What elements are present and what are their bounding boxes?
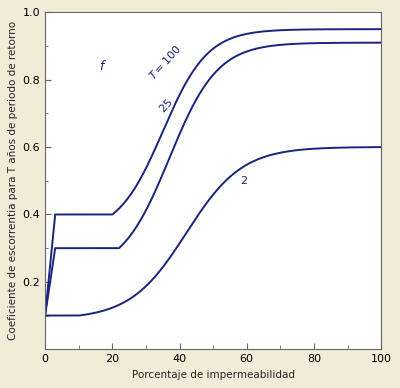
Text: $25$: $25$ — [156, 96, 175, 115]
Text: $2$: $2$ — [240, 174, 248, 186]
X-axis label: Porcentaje de impermeabilidad: Porcentaje de impermeabilidad — [132, 370, 295, 380]
Y-axis label: Coeficiente de escorrentia para T años de periodo de retorno: Coeficiente de escorrentia para T años d… — [8, 21, 18, 340]
Text: $f$: $f$ — [99, 59, 107, 73]
Text: $T = 100$: $T = 100$ — [146, 42, 184, 82]
